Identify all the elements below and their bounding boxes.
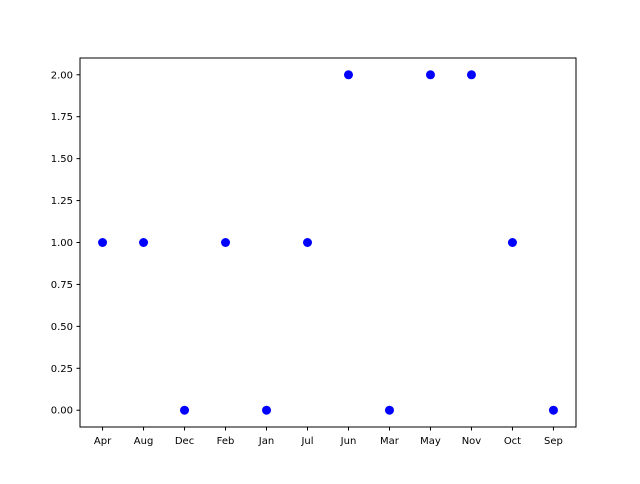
- data-point-apr: [98, 238, 108, 247]
- y-axis: 0.00 0.25 0.50 0.75 1.00 1.25 1.50 1.75 2.00: [51, 70, 80, 417]
- x-tick-label: Dec: [175, 436, 194, 447]
- y-tick-label: 0.50: [51, 322, 73, 333]
- x-tick-label: Sep: [544, 436, 563, 447]
- data-points: [98, 70, 558, 415]
- x-tick-label: Mar: [380, 436, 400, 447]
- x-tick-label: Apr: [94, 436, 112, 447]
- data-point-mar: [384, 405, 394, 415]
- x-tick-label: Oct: [504, 436, 521, 447]
- x-tick-label: Jun: [340, 436, 357, 447]
- x-tick-label: Jul: [300, 436, 313, 447]
- data-point-aug: [139, 238, 149, 247]
- y-tick-label: 0.25: [51, 364, 73, 375]
- y-tick-label: 1.25: [51, 196, 73, 207]
- x-tick-label: Aug: [134, 436, 154, 447]
- y-tick-label: 0.00: [51, 406, 73, 417]
- data-point-jun: [343, 70, 353, 80]
- data-point-feb: [221, 238, 231, 247]
- y-tick-label: 1.50: [51, 154, 73, 165]
- plot-area: [79, 57, 577, 428]
- y-tick-label: 1.00: [51, 238, 73, 249]
- x-tick-label: Feb: [217, 436, 235, 447]
- data-point-oct: [507, 238, 517, 247]
- x-tick-label: Jan: [258, 436, 274, 447]
- x-axis: Apr Aug Dec Feb Jan Jul Jun Mar May Nov Oct Sep: [94, 427, 563, 447]
- data-point-nov: [466, 70, 476, 80]
- data-point-sep: [548, 405, 558, 415]
- x-tick-label: May: [420, 436, 441, 447]
- data-point-may: [425, 70, 435, 80]
- y-tick-label: 1.75: [51, 112, 73, 123]
- y-tick-label: 2.00: [51, 70, 73, 81]
- data-point-dec: [180, 405, 190, 415]
- data-point-jul: [303, 238, 313, 247]
- x-tick-label: Nov: [462, 436, 482, 447]
- data-point-jan: [262, 405, 272, 415]
- y-tick-label: 0.75: [51, 280, 73, 291]
